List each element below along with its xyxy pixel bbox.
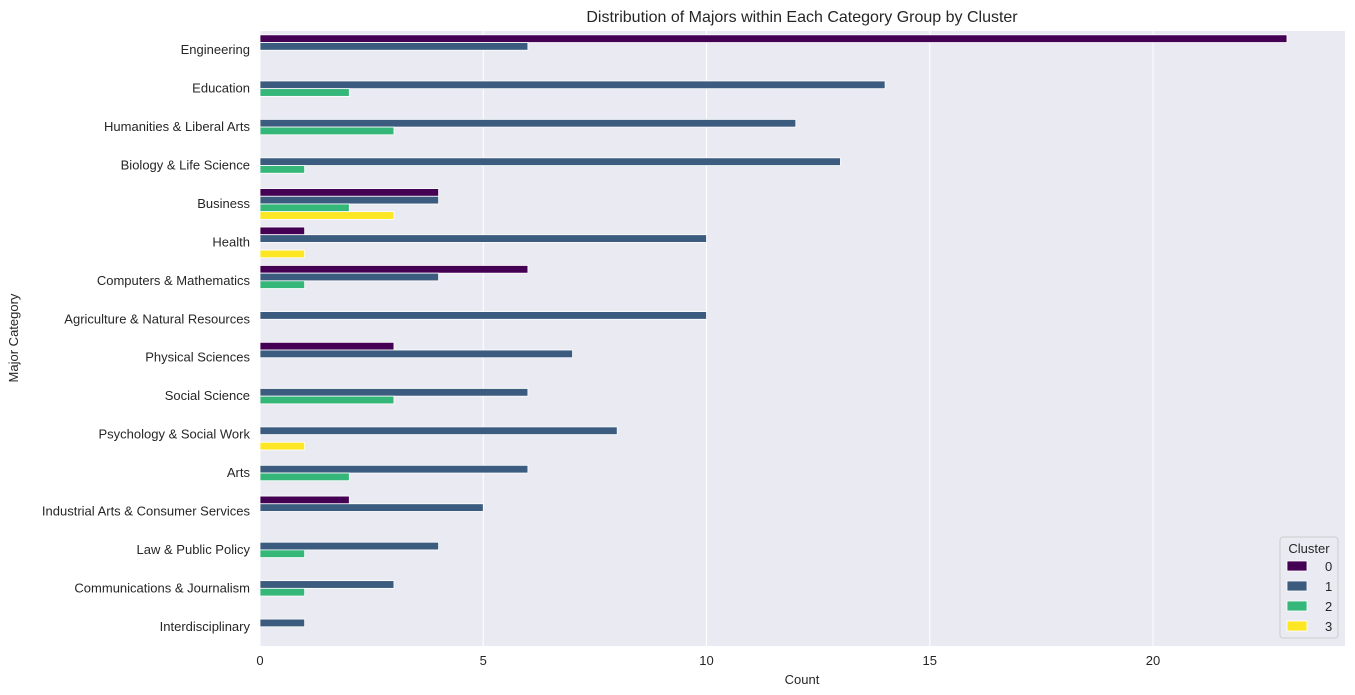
bar bbox=[259, 234, 707, 243]
bar bbox=[259, 126, 395, 136]
bar bbox=[259, 211, 395, 220]
bar bbox=[259, 580, 395, 589]
y-tick-label: Engineering bbox=[181, 42, 250, 57]
x-tick-label: 5 bbox=[480, 653, 487, 668]
bar bbox=[259, 88, 350, 97]
bar bbox=[259, 203, 350, 213]
bar bbox=[259, 472, 350, 482]
y-tick-label: Social Science bbox=[165, 388, 250, 403]
y-tick-label: Law & Public Policy bbox=[137, 542, 251, 557]
y-tick-label: Agriculture & Natural Resources bbox=[64, 311, 250, 326]
bar bbox=[259, 495, 350, 505]
bar bbox=[259, 464, 529, 474]
chart-title: Distribution of Majors within Each Categ… bbox=[586, 9, 1018, 26]
legend-swatch bbox=[1286, 620, 1308, 632]
bar bbox=[259, 503, 484, 512]
bar bbox=[259, 249, 306, 259]
y-axis-label: Major Category bbox=[6, 293, 21, 382]
legend-items: 0 1 2 3 bbox=[1286, 559, 1332, 634]
y-tick-label: Communications & Journalism bbox=[74, 580, 250, 595]
y-tick-label: Humanities & Liberal Arts bbox=[104, 119, 250, 134]
plot-background bbox=[260, 31, 1345, 646]
y-tick-label: Biology & Life Science bbox=[121, 158, 250, 173]
bar bbox=[259, 265, 529, 274]
legend-swatch bbox=[1286, 600, 1308, 612]
bar bbox=[259, 426, 618, 435]
x-axis-label: Count bbox=[785, 672, 820, 687]
x-tick-label: 15 bbox=[923, 653, 937, 668]
legend-label: 3 bbox=[1325, 619, 1332, 634]
x-tick-label: 0 bbox=[256, 653, 263, 668]
x-tick-label: 10 bbox=[699, 653, 713, 668]
legend: Cluster 0 1 2 3 bbox=[1279, 536, 1339, 639]
bar bbox=[259, 188, 440, 197]
bar bbox=[259, 441, 306, 451]
bar bbox=[259, 541, 440, 551]
bar bbox=[259, 587, 306, 597]
bar bbox=[259, 618, 306, 628]
y-tick-label: Interdisciplinary bbox=[160, 619, 251, 634]
bar bbox=[259, 341, 395, 351]
bar bbox=[259, 280, 306, 289]
y-tick-label: Computers & Mathematics bbox=[97, 273, 251, 288]
legend-title: Cluster bbox=[1288, 541, 1330, 556]
bar bbox=[259, 165, 306, 174]
bar bbox=[259, 311, 707, 320]
bar bbox=[259, 395, 395, 405]
bar bbox=[259, 272, 440, 282]
tick-labels: 0 5 10 15 20 Engineering Education Humanities &… bbox=[42, 42, 1160, 668]
legend-label: 2 bbox=[1325, 599, 1332, 614]
bar bbox=[259, 34, 1288, 43]
bar bbox=[259, 549, 306, 558]
y-tick-label: Psychology & Social Work bbox=[99, 427, 251, 442]
bar bbox=[259, 80, 886, 90]
bar bbox=[259, 42, 529, 51]
y-tick-label: Industrial Arts & Consumer Services bbox=[42, 503, 251, 518]
bar bbox=[259, 195, 440, 205]
x-tick-label: 20 bbox=[1146, 653, 1160, 668]
bar bbox=[259, 119, 797, 128]
y-tick-label: Education bbox=[192, 81, 250, 96]
legend-label: 0 bbox=[1325, 559, 1332, 574]
y-tick-label: Arts bbox=[227, 465, 251, 480]
legend-label: 1 bbox=[1325, 579, 1332, 594]
bar bbox=[259, 349, 573, 359]
bar bbox=[259, 157, 841, 166]
y-tick-label: Business bbox=[197, 196, 250, 211]
bars bbox=[259, 34, 1288, 628]
y-tick-label: Physical Sciences bbox=[145, 350, 250, 365]
y-tick-label: Health bbox=[212, 234, 250, 249]
bar bbox=[259, 388, 529, 397]
legend-swatch bbox=[1286, 560, 1308, 572]
bar bbox=[259, 226, 306, 236]
legend-swatch bbox=[1286, 580, 1308, 592]
